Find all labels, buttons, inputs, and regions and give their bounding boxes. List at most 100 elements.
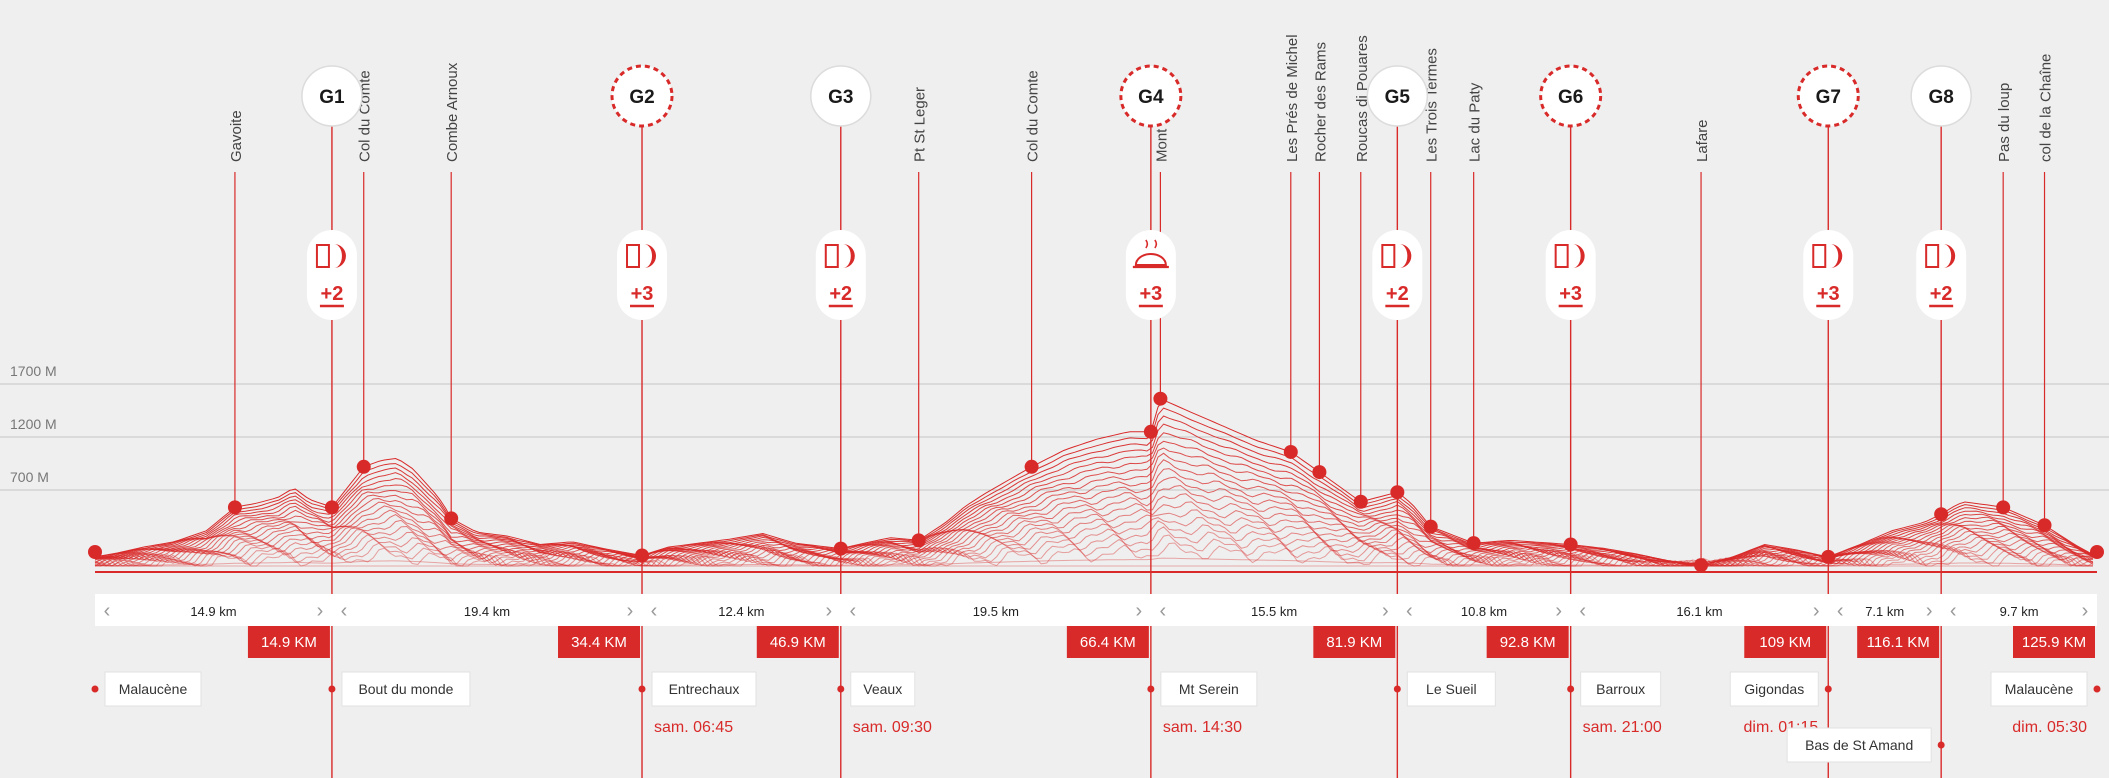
waypoint-marker xyxy=(444,511,459,526)
segment-distance: 14.9 km xyxy=(190,604,236,619)
y-tick-label: 1700 M xyxy=(10,363,57,379)
waypoint-marker xyxy=(1153,391,1168,406)
cumulative-km-badge xyxy=(1486,626,1569,658)
food-banana xyxy=(333,244,346,268)
drink-food-icon xyxy=(1554,244,1585,268)
location-name: Entrechaux xyxy=(669,681,740,697)
cumulative-km-badge xyxy=(247,626,330,658)
profile-ridge-line xyxy=(94,399,2094,566)
aid-station-id: G3 xyxy=(828,87,853,108)
waypoint-label: Gavoite xyxy=(228,110,245,162)
cumulative-km-badge xyxy=(1744,626,1827,658)
aid-station-marker xyxy=(1821,549,1836,564)
waypoint-marker xyxy=(1466,536,1481,551)
chevron-right-icon: › xyxy=(1555,600,1562,622)
locations-layer: Malaucène Bout du monde Entrechaux sam. 06:… xyxy=(91,671,2101,763)
waypoint-label: col de la Chaîne xyxy=(2038,54,2055,162)
aid-station-marker xyxy=(1143,424,1158,439)
aid-station-badge xyxy=(1119,64,1183,128)
location-name: Bas de St Amand xyxy=(1805,737,1913,753)
waypoint-marker xyxy=(1694,558,1709,573)
aid-station-badge xyxy=(610,64,674,128)
cumulative-km-badge xyxy=(1857,626,1940,658)
chevron-right-icon: › xyxy=(627,600,634,622)
cumulative-km-label: 81.9 KM xyxy=(1326,634,1382,651)
cumulative-km-label: 14.9 KM xyxy=(261,634,317,651)
profile-ridge-line xyxy=(94,447,2094,567)
profile-ridge-line xyxy=(94,432,2094,567)
hot-meal-icon xyxy=(1132,239,1169,269)
chevron-right-icon: › xyxy=(2082,600,2089,622)
profile-ridge-line xyxy=(95,452,2094,567)
location-name: Le Sueil xyxy=(1426,681,1477,697)
segment-distance: 12.4 km xyxy=(718,604,764,619)
distance-bar-layer: 14.9 km ‹ › 19.4 km ‹ › 12.4 km ‹ › 19.5 km ‹ › 15.5… xyxy=(95,594,2097,658)
aid-station-marker xyxy=(1563,537,1578,552)
aid-station-badge xyxy=(1366,65,1429,127)
chevron-left-icon: ‹ xyxy=(1160,600,1167,622)
waypoint-marker xyxy=(356,459,371,474)
elevation-ridges xyxy=(88,399,2104,573)
location-time: sam. 09:30 xyxy=(853,719,932,736)
cumulative-km-badge xyxy=(558,626,641,658)
chevron-right-icon: › xyxy=(1926,600,1933,622)
profile-ridge-line xyxy=(94,557,2094,567)
food-banana xyxy=(1572,244,1585,268)
segment-distance: 16.1 km xyxy=(1676,604,1722,619)
aid-station-points: +3 xyxy=(1139,283,1162,305)
chevron-left-icon: ‹ xyxy=(1406,600,1413,622)
chevron-right-icon: › xyxy=(1382,600,1389,622)
chevron-left-icon: ‹ xyxy=(104,600,111,622)
cumulative-km-badge xyxy=(1313,626,1396,658)
location-tag xyxy=(850,671,916,707)
location-tag xyxy=(104,671,202,707)
profile-ridge-line xyxy=(94,509,2094,567)
waypoint-marker xyxy=(1283,444,1298,459)
waypoint-marker xyxy=(227,500,242,515)
aid-station-badge xyxy=(810,65,872,127)
chevron-right-icon: › xyxy=(1813,600,1820,622)
aid-station-badge xyxy=(1910,65,1972,127)
waypoint-label: Les Prés de Michel xyxy=(1284,34,1301,162)
location-tag xyxy=(1729,671,1819,707)
chevron-right-icon: › xyxy=(1136,600,1143,622)
drink-food-icon xyxy=(315,244,346,268)
chevron-left-icon: ‹ xyxy=(1579,600,1586,622)
waypoint-marker xyxy=(1024,459,1039,474)
drink-glass xyxy=(1925,244,1940,268)
waypoint-marker xyxy=(1996,500,2011,515)
cumulative-km-label: 109 KM xyxy=(1759,634,1811,651)
waypoint-label: Pas du loup xyxy=(1996,83,2013,162)
y-tick-label: 700 M xyxy=(10,469,49,485)
aid-station-pill xyxy=(1125,230,1176,320)
waypoint-label: Lafare xyxy=(1694,119,1711,162)
cumulative-km-label: 46.9 KM xyxy=(770,634,826,651)
location-tag xyxy=(1160,671,1258,707)
aid-station-points: +3 xyxy=(1559,283,1582,305)
location-tag xyxy=(1990,671,2088,707)
profile-ridge-line xyxy=(94,520,2094,567)
profile-ridge-line xyxy=(94,407,2094,566)
aid-station-marker xyxy=(1390,485,1405,500)
waypoint-label: Pt St Leger xyxy=(912,87,929,162)
waypoint-label: Lac du Paty xyxy=(1467,82,1484,162)
location-dot xyxy=(91,685,99,693)
location-name: Barroux xyxy=(1596,681,1645,697)
food-banana xyxy=(644,244,657,268)
location-name: Mt Serein xyxy=(1179,681,1239,697)
waypoint-marker xyxy=(1312,465,1327,480)
chevron-left-icon: ‹ xyxy=(849,600,856,622)
aid-station-points: +3 xyxy=(631,283,654,305)
aid-station-id: G4 xyxy=(1138,87,1164,108)
cumulative-km-badge xyxy=(756,626,839,658)
segment-distance: 10.8 km xyxy=(1461,604,1507,619)
profile-ridge-line xyxy=(94,415,2094,565)
location-dot xyxy=(1567,685,1575,693)
waypoint-label: Les Trois Termes xyxy=(1424,48,1441,162)
start-marker xyxy=(88,545,102,559)
cumulative-km-label: 116.1 KM xyxy=(1867,634,1930,651)
food-banana xyxy=(1943,244,1956,268)
waypoint-marker xyxy=(911,533,926,548)
location-dot xyxy=(2093,685,2101,693)
